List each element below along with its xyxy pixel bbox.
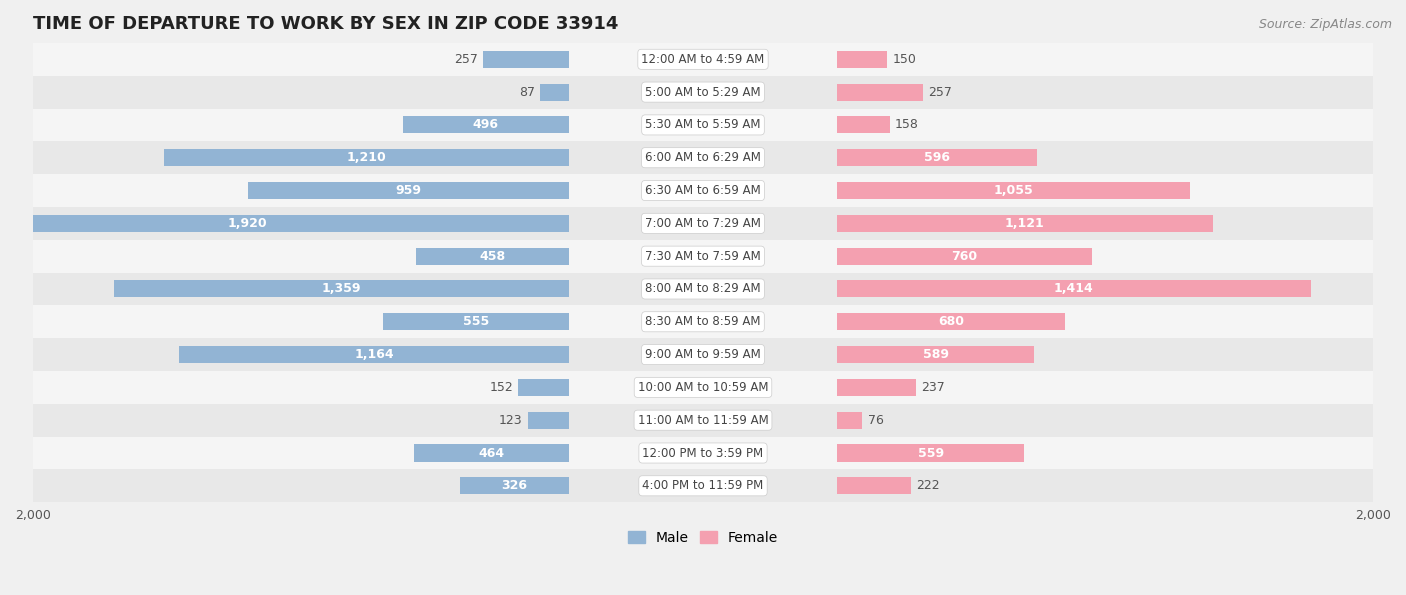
Text: 6:30 AM to 6:59 AM: 6:30 AM to 6:59 AM	[645, 184, 761, 197]
Bar	[540, 83, 569, 101]
Text: 589: 589	[922, 348, 949, 361]
Bar	[527, 412, 569, 429]
Bar	[837, 215, 1212, 232]
Text: 496: 496	[472, 118, 499, 131]
Text: 596: 596	[924, 151, 950, 164]
Text: 4:00 PM to 11:59 PM: 4:00 PM to 11:59 PM	[643, 480, 763, 492]
Bar	[837, 379, 917, 396]
Bar	[402, 117, 569, 133]
Text: 1,359: 1,359	[322, 283, 361, 296]
Bar	[460, 477, 569, 494]
Text: 257: 257	[928, 86, 952, 99]
Text: 1,210: 1,210	[346, 151, 387, 164]
Bar	[413, 444, 569, 462]
Bar	[837, 346, 1035, 363]
Legend: Male, Female: Male, Female	[623, 525, 783, 550]
Bar	[482, 51, 569, 68]
Text: 1,414: 1,414	[1054, 283, 1094, 296]
Text: 559: 559	[918, 446, 943, 459]
Bar	[32, 108, 1374, 142]
Text: 152: 152	[489, 381, 513, 394]
Text: 464: 464	[478, 446, 505, 459]
Text: 123: 123	[499, 414, 523, 427]
Text: 959: 959	[395, 184, 422, 197]
Text: 458: 458	[479, 250, 505, 262]
Bar	[837, 313, 1064, 330]
Text: 8:00 AM to 8:29 AM: 8:00 AM to 8:29 AM	[645, 283, 761, 296]
Text: Source: ZipAtlas.com: Source: ZipAtlas.com	[1258, 18, 1392, 31]
Bar	[32, 142, 1374, 174]
Text: 12:00 PM to 3:59 PM: 12:00 PM to 3:59 PM	[643, 446, 763, 459]
Bar	[837, 51, 887, 68]
Bar	[32, 437, 1374, 469]
Bar	[416, 248, 569, 265]
Text: 9:00 AM to 9:59 AM: 9:00 AM to 9:59 AM	[645, 348, 761, 361]
Bar	[32, 338, 1374, 371]
Text: 5:00 AM to 5:29 AM: 5:00 AM to 5:29 AM	[645, 86, 761, 99]
Text: 1,055: 1,055	[994, 184, 1033, 197]
Bar	[837, 477, 911, 494]
Text: 7:00 AM to 7:29 AM: 7:00 AM to 7:29 AM	[645, 217, 761, 230]
Text: 555: 555	[463, 315, 489, 328]
Text: 680: 680	[938, 315, 965, 328]
Bar	[837, 444, 1025, 462]
Bar	[837, 182, 1191, 199]
Text: 76: 76	[868, 414, 883, 427]
Text: 11:00 AM to 11:59 AM: 11:00 AM to 11:59 AM	[638, 414, 768, 427]
Bar	[517, 379, 569, 396]
Bar	[32, 207, 1374, 240]
Text: 1,920: 1,920	[228, 217, 267, 230]
Bar	[32, 240, 1374, 273]
Bar	[837, 117, 890, 133]
Text: 760: 760	[952, 250, 977, 262]
Text: 12:00 AM to 4:59 AM: 12:00 AM to 4:59 AM	[641, 53, 765, 66]
Text: 1,164: 1,164	[354, 348, 394, 361]
Text: 1,121: 1,121	[1005, 217, 1045, 230]
Bar	[32, 76, 1374, 108]
Bar	[837, 248, 1091, 265]
Bar	[837, 280, 1310, 298]
Bar	[179, 346, 569, 363]
Text: 10:00 AM to 10:59 AM: 10:00 AM to 10:59 AM	[638, 381, 768, 394]
Text: 6:00 AM to 6:29 AM: 6:00 AM to 6:29 AM	[645, 151, 761, 164]
Text: 222: 222	[917, 480, 941, 492]
Bar	[837, 149, 1036, 166]
Text: 8:30 AM to 8:59 AM: 8:30 AM to 8:59 AM	[645, 315, 761, 328]
Bar	[247, 182, 569, 199]
Text: 326: 326	[502, 480, 527, 492]
Bar	[382, 313, 569, 330]
Text: 257: 257	[454, 53, 478, 66]
Bar	[32, 305, 1374, 338]
Bar	[32, 174, 1374, 207]
Text: 158: 158	[896, 118, 920, 131]
Text: 237: 237	[921, 381, 945, 394]
Bar	[163, 149, 569, 166]
Text: TIME OF DEPARTURE TO WORK BY SEX IN ZIP CODE 33914: TIME OF DEPARTURE TO WORK BY SEX IN ZIP …	[32, 15, 619, 33]
Bar	[837, 83, 924, 101]
Bar	[32, 273, 1374, 305]
Bar	[0, 215, 569, 232]
Text: 5:30 AM to 5:59 AM: 5:30 AM to 5:59 AM	[645, 118, 761, 131]
Bar	[114, 280, 569, 298]
Bar	[837, 412, 862, 429]
Bar	[32, 43, 1374, 76]
Bar	[32, 371, 1374, 404]
Bar	[32, 469, 1374, 502]
Text: 87: 87	[519, 86, 534, 99]
Text: 7:30 AM to 7:59 AM: 7:30 AM to 7:59 AM	[645, 250, 761, 262]
Bar	[32, 404, 1374, 437]
Text: 150: 150	[893, 53, 917, 66]
